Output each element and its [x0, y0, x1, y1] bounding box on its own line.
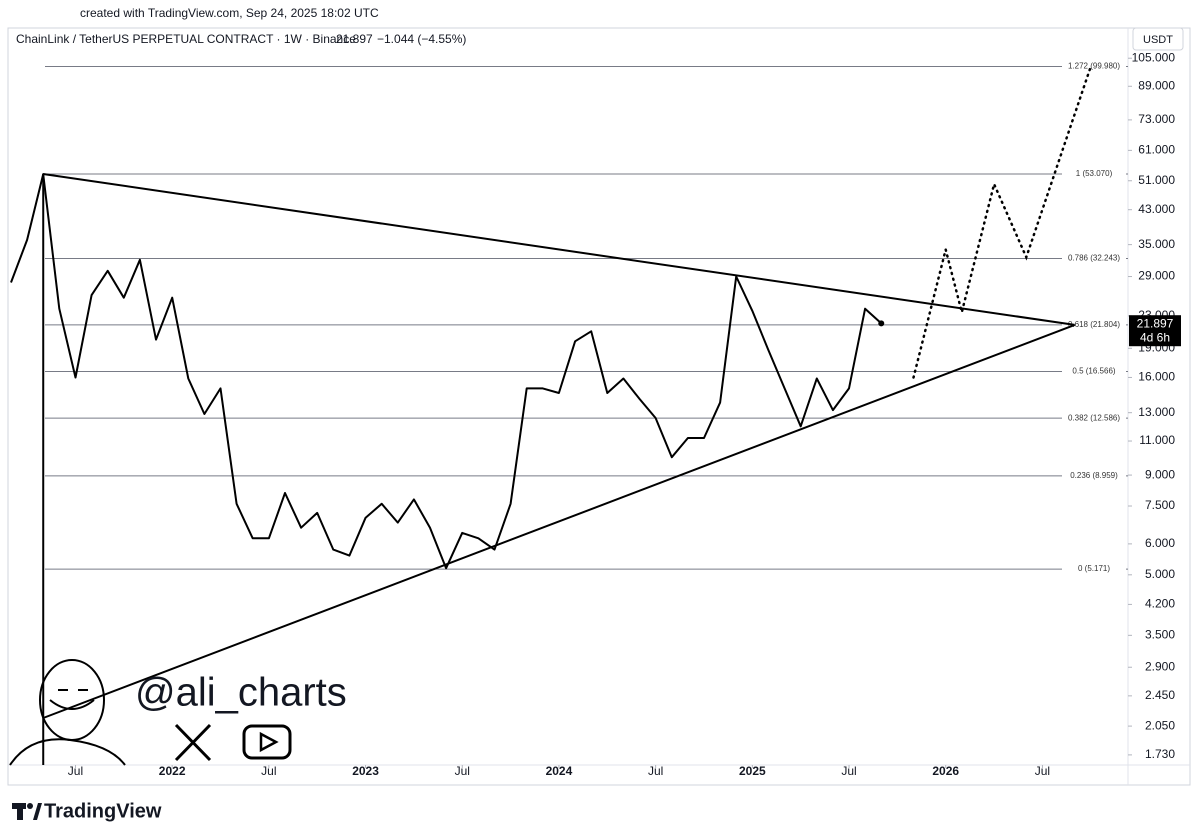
y-tick-label: 11.000 [1139, 433, 1175, 447]
y-tick-label: 73.000 [1138, 112, 1175, 126]
y-tick-label: 105.000 [1132, 50, 1176, 64]
fib-label-bg [1062, 470, 1126, 481]
last-point [878, 320, 885, 327]
trendline [42, 323, 1076, 719]
fib-label: 0.618 (21.804) [1068, 320, 1120, 329]
y-tick-label: 51.000 [1138, 173, 1175, 187]
fib-label-bg [1062, 61, 1126, 72]
chart-frame [7, 27, 1191, 786]
x-tick-label: Jul [648, 764, 663, 778]
y-tick-label: 2.450 [1145, 688, 1175, 702]
y-tick-label: 6.000 [1145, 536, 1175, 550]
price-line [10, 173, 882, 570]
y-tick-label: 2.050 [1145, 718, 1175, 732]
y-tick-label: 5.000 [1145, 567, 1175, 581]
fib-label: 1.272 (99.980) [1068, 62, 1120, 71]
fib-label-bg [1062, 169, 1126, 180]
brand: TradingView [44, 800, 162, 822]
fib-label-bg [1062, 253, 1126, 264]
x-tick-label: Jul [261, 764, 276, 778]
trendline [43, 173, 1075, 326]
countdown: 4d 6h [1140, 330, 1170, 344]
y-tick-label: 3.500 [1145, 628, 1175, 642]
y-tick-label: 4.200 [1145, 597, 1175, 611]
fib-label: 0.5 (16.566) [1072, 367, 1115, 376]
fib-label: 0.236 (8.959) [1070, 471, 1118, 480]
y-tick-label: 9.000 [1145, 467, 1175, 481]
x-tick-label: 2025 [739, 764, 766, 778]
fib-label-bg [1062, 319, 1126, 330]
currency-button[interactable] [1132, 27, 1184, 51]
fib-label: 0.382 (12.586) [1068, 413, 1120, 422]
y-tick-label: 2.900 [1145, 659, 1175, 673]
plot: 1.272 (99.980) 1 (53.070) 0.786 (32.243) 0.… [10, 61, 1128, 765]
y-tick-label: 1.730 [1145, 747, 1175, 761]
x-tick-label: 2026 [932, 764, 959, 778]
fib-label-bg [1062, 366, 1126, 377]
price-tag [1129, 315, 1181, 347]
x-tick-label: 2023 [352, 764, 379, 778]
x-tick-label: Jul [841, 764, 856, 778]
header-change: −1.044 (−4.55%) [377, 32, 466, 46]
chart-title: ChainLink / TetherUS PERPETUAL CONTRACT … [16, 32, 356, 46]
fib-label: 1 (53.070) [1076, 169, 1113, 178]
youtube-icon[interactable] [242, 724, 292, 760]
y-tick-label: 13.000 [1138, 405, 1175, 419]
x-tick-label: 2022 [159, 764, 186, 778]
axes: 105.000 89.000 73.000 61.000 51.000 43.000 35.… [68, 50, 1181, 778]
avatar [9, 659, 126, 766]
y-tick-label: 61.000 [1138, 143, 1175, 157]
y-tick-label: 43.000 [1138, 202, 1175, 216]
x-tick-label: 2024 [546, 764, 573, 778]
x-icon[interactable] [174, 723, 212, 762]
x-tick-label: Jul [68, 764, 83, 778]
y-tick-label: 16.000 [1138, 370, 1175, 384]
brand-logo [12, 803, 42, 820]
y-tick-label: 7.500 [1145, 498, 1175, 512]
y-tick-label: 89.000 [1138, 78, 1175, 92]
x-tick-label: Jul [455, 764, 470, 778]
fib-label-bg [1062, 564, 1126, 575]
projection-line [912, 65, 1093, 379]
credit: created with TradingView.com, Sep 24, 20… [80, 6, 379, 20]
watermark: @ali_charts [135, 671, 347, 715]
currency[interactable]: USDT [1143, 34, 1173, 46]
fib-label-bg [1062, 413, 1126, 424]
fib-label: 0 (5.171) [1078, 564, 1110, 573]
header-price: 21.897 [336, 32, 373, 46]
fib-label: 0.786 (32.243) [1068, 254, 1120, 263]
price-tag-label: 21.897 [1137, 316, 1174, 330]
y-tick-label: 29.000 [1138, 269, 1175, 283]
x-tick-label: Jul [1035, 764, 1050, 778]
y-tick-label: 35.000 [1138, 237, 1175, 251]
